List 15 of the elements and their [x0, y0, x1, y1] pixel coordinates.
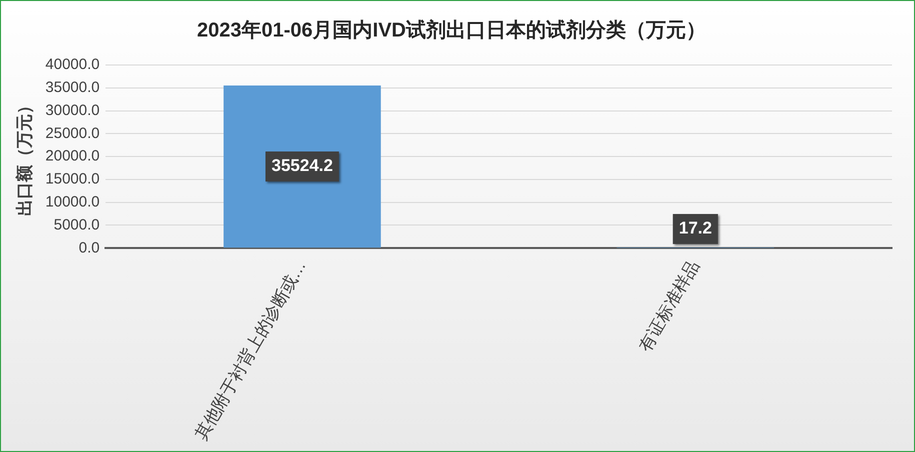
- y-axis-title: 出口额（万元）: [14, 97, 34, 216]
- y-tick-label: 10000.0: [45, 193, 100, 210]
- y-tick-label: 20000.0: [45, 148, 100, 165]
- data-label: 17.2: [678, 218, 712, 238]
- data-label: 35524.2: [271, 156, 333, 176]
- y-tick-label: 5000.0: [54, 216, 100, 234]
- x-tick-label: 有证标准样品: [635, 257, 703, 355]
- chart-title: 2023年01-06月国内IVD试剂出口日本的试剂分类（万元）: [197, 18, 706, 42]
- y-tick-label: 30000.0: [45, 102, 100, 119]
- y-tick-label: 0.0: [78, 239, 100, 256]
- y-tick-label: 35000.0: [45, 79, 100, 96]
- y-tick-label: 25000.0: [45, 124, 100, 142]
- x-tick-label: 其他附于衬背上的诊断或…: [191, 257, 310, 444]
- y-tick-label: 15000.0: [45, 170, 100, 188]
- y-tick-label: 40000.0: [45, 56, 100, 74]
